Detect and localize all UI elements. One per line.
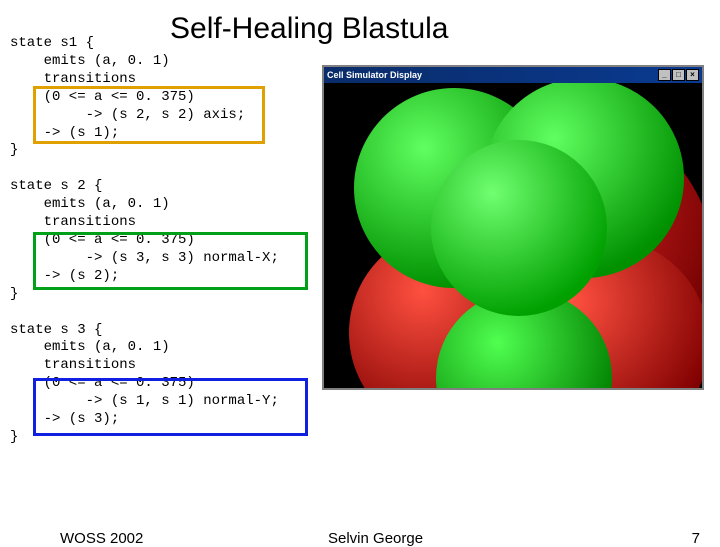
- maximize-icon[interactable]: □: [672, 69, 685, 81]
- simulator-canvas: [324, 83, 702, 388]
- cell-sphere: [431, 140, 607, 316]
- footer-right: 7: [692, 530, 700, 547]
- footer-left: WOSS 2002: [60, 530, 143, 547]
- code-highlight-box: [33, 232, 308, 290]
- footer-center: Selvin George: [328, 530, 423, 547]
- code-highlight-box: [33, 378, 308, 436]
- simulator-title: Cell Simulator Display: [327, 70, 422, 80]
- minimize-icon[interactable]: _: [658, 69, 671, 81]
- code-highlight-box: [33, 86, 265, 144]
- simulator-titlebar: Cell Simulator Display _ □ ×: [324, 67, 702, 83]
- simulator-window: Cell Simulator Display _ □ ×: [322, 65, 704, 390]
- close-icon[interactable]: ×: [686, 69, 699, 81]
